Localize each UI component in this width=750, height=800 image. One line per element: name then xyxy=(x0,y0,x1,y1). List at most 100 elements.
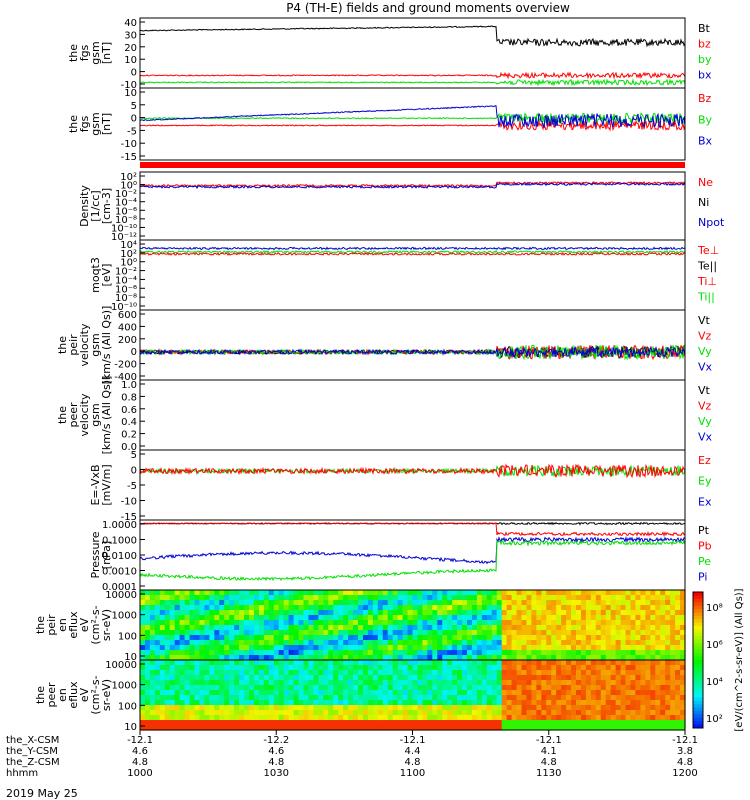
spec-cell xyxy=(239,710,245,716)
spec-cell xyxy=(253,665,260,671)
spec-cell xyxy=(263,675,270,681)
spec-cell xyxy=(159,715,166,721)
colorbar-step xyxy=(693,700,703,705)
spec-cell xyxy=(169,615,176,621)
spec-cell xyxy=(422,685,428,691)
spec-cell xyxy=(194,695,201,701)
spec-cell xyxy=(194,670,201,676)
spec-cell xyxy=(615,705,622,711)
spec-cell xyxy=(521,695,528,701)
spec-cell xyxy=(184,680,191,686)
spec-cell xyxy=(224,655,230,661)
spec-cell xyxy=(159,635,166,641)
spec-cell xyxy=(189,655,196,661)
spec-cell xyxy=(457,640,463,646)
spec-cell xyxy=(625,610,632,616)
spec-cell xyxy=(258,670,265,676)
spec-cell xyxy=(665,615,671,621)
spec-cell xyxy=(481,715,488,721)
spec-cell xyxy=(343,710,349,716)
spec-cell xyxy=(174,620,181,626)
x-row-value: 4.8 xyxy=(677,757,693,768)
spec-cell xyxy=(149,715,156,721)
spec-cell xyxy=(590,710,597,716)
spec-cell xyxy=(214,710,220,716)
spec-cell xyxy=(417,720,423,726)
spec-cell xyxy=(585,610,592,616)
spec-cell xyxy=(521,625,528,631)
y-tick-label: 0.0 xyxy=(121,442,137,453)
spec-cell xyxy=(680,590,686,596)
x-row-value: 1100 xyxy=(400,768,425,779)
spec-cell xyxy=(343,715,349,721)
spec-cell xyxy=(521,715,528,721)
spec-cell xyxy=(268,705,275,711)
spec-cell xyxy=(670,610,676,616)
spec-cell xyxy=(174,645,181,651)
spec-cell xyxy=(179,625,186,631)
spec-cell xyxy=(481,660,488,666)
spec-cell xyxy=(635,695,641,701)
spec-cell xyxy=(382,720,389,726)
spec-cell xyxy=(675,605,681,611)
spec-cell xyxy=(358,660,364,666)
legend-entry: Vy xyxy=(698,345,712,358)
spec-cell xyxy=(140,675,146,681)
y-tick-label: 10 xyxy=(124,55,137,66)
spec-cell xyxy=(462,615,468,621)
spec-cell xyxy=(348,590,354,596)
spec-cell xyxy=(140,665,146,671)
spec-cell xyxy=(566,715,572,721)
spec-cell xyxy=(506,615,513,621)
spec-cell xyxy=(432,635,438,641)
spec-cell xyxy=(164,670,171,676)
spec-cell xyxy=(437,660,443,666)
spec-cell xyxy=(650,715,656,721)
spec-cell xyxy=(407,690,414,696)
spec-cell xyxy=(476,610,483,616)
spec-cell xyxy=(298,595,305,601)
spec-cell xyxy=(561,685,567,691)
spec-cell xyxy=(303,680,310,686)
spec-cell xyxy=(437,600,443,606)
spec-cell xyxy=(625,645,632,651)
spec-cell xyxy=(303,695,310,701)
spec-cell xyxy=(526,660,532,666)
colorbar-step xyxy=(693,649,703,654)
spec-cell xyxy=(234,690,240,696)
spec-cell xyxy=(328,615,334,621)
spec-cell xyxy=(605,705,612,711)
spec-cell xyxy=(268,635,275,641)
spec-cell xyxy=(298,615,305,621)
spec-cell xyxy=(476,670,483,676)
spec-cell xyxy=(288,690,295,696)
spec-cell xyxy=(229,715,235,721)
spec-cell xyxy=(476,705,483,711)
spec-cell xyxy=(427,645,433,651)
spec-cell xyxy=(224,690,230,696)
panel-peir-velocity: 6004002000-200-400thepeirvelocitygsm[km/… xyxy=(56,306,713,385)
spec-cell xyxy=(442,700,448,706)
spec-cell xyxy=(675,670,681,676)
spec-cell xyxy=(462,710,468,716)
spec-cell xyxy=(224,590,230,596)
spec-cell xyxy=(457,700,463,706)
spec-cell xyxy=(471,590,478,596)
colorbar-step xyxy=(693,643,703,647)
spec-cell xyxy=(546,615,552,621)
spec-cell xyxy=(358,675,364,681)
spec-cell xyxy=(452,595,458,601)
x-row-value: 1030 xyxy=(264,768,289,779)
spec-cell xyxy=(462,675,468,681)
spec-cell xyxy=(239,595,245,601)
spec-cell xyxy=(362,670,369,676)
spec-cell xyxy=(189,670,196,676)
spec-cell xyxy=(551,620,557,626)
spec-cell xyxy=(580,615,587,621)
spec-cell xyxy=(660,670,666,676)
spec-cell xyxy=(343,610,349,616)
spec-cell xyxy=(318,615,324,621)
spec-cell xyxy=(318,710,324,716)
spec-cell xyxy=(471,600,478,606)
spec-cell xyxy=(566,640,572,646)
